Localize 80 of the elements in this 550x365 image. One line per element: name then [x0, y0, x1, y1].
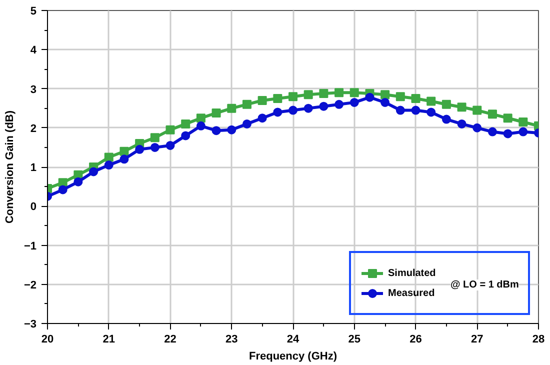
- point: [350, 88, 359, 98]
- point: [472, 106, 482, 115]
- point: [380, 90, 390, 100]
- point: [488, 127, 497, 136]
- x-tick-label: 23: [226, 334, 238, 346]
- point: [396, 106, 405, 115]
- y-tick-label: 5: [30, 6, 37, 18]
- point: [242, 100, 252, 109]
- point: [120, 154, 129, 164]
- point: [181, 131, 190, 140]
- x-tick-label: 28: [532, 334, 545, 346]
- point: [518, 118, 528, 127]
- point: [472, 123, 482, 132]
- point: [150, 133, 160, 142]
- point: [304, 90, 313, 100]
- point: [457, 102, 466, 112]
- x-tick-label: 25: [348, 334, 361, 346]
- y-tick-label: 4: [30, 44, 38, 57]
- point: [104, 152, 114, 162]
- point: [227, 104, 236, 113]
- point: [350, 98, 359, 107]
- point: [334, 88, 344, 98]
- point: [319, 88, 328, 98]
- point: [503, 129, 512, 138]
- y-tick-label: 2: [30, 122, 37, 135]
- point: [457, 119, 466, 128]
- point: [58, 185, 68, 194]
- point: [365, 92, 374, 102]
- point: [181, 119, 190, 128]
- point: [196, 114, 206, 123]
- point: [120, 146, 129, 156]
- point: [242, 119, 252, 128]
- point: [212, 108, 221, 118]
- point: [411, 94, 420, 104]
- point: [227, 125, 236, 134]
- point: [304, 104, 313, 113]
- y-axis-title: Conversion Gain (dB): [4, 110, 16, 224]
- x-axis-title: Frequency (GHz): [248, 350, 338, 362]
- point: [426, 108, 436, 117]
- point: [442, 114, 451, 124]
- point: [166, 140, 175, 150]
- point: [334, 100, 344, 109]
- point: [518, 127, 528, 136]
- point: [104, 160, 114, 170]
- x-tick-label: 26: [410, 334, 422, 346]
- x-tick-label: 20: [41, 334, 54, 346]
- x-tick-label: 24: [286, 334, 300, 346]
- point: [503, 114, 512, 123]
- point: [273, 94, 282, 104]
- point: [273, 108, 282, 117]
- point: [258, 114, 267, 123]
- point: [488, 110, 497, 119]
- point: [426, 96, 436, 106]
- point: [380, 98, 390, 107]
- point: [319, 102, 328, 111]
- x-tick-label: 22: [164, 334, 176, 346]
- y-tick-label: −2: [24, 279, 37, 292]
- point: [396, 92, 405, 102]
- x-tick-label: 27: [471, 334, 484, 346]
- point: [166, 125, 175, 134]
- y-tick-label: 0: [30, 201, 37, 214]
- point: [150, 142, 160, 152]
- y-tick-label: −1: [24, 240, 37, 252]
- legend-label: Simulated: [388, 268, 437, 278]
- point: [288, 92, 298, 102]
- y-tick-label: −3: [24, 318, 37, 330]
- legend-label: Measured: [388, 288, 435, 298]
- annotation: @ LO = 1 dBm: [450, 280, 519, 290]
- point: [135, 144, 144, 154]
- y-tick-label: 3: [30, 84, 37, 96]
- point: [196, 121, 206, 130]
- y-tick-label: 1: [30, 162, 37, 174]
- point: [288, 106, 298, 115]
- x-tick-label: 21: [102, 334, 116, 346]
- point: [442, 100, 451, 109]
- point: [411, 106, 420, 115]
- point: [258, 96, 267, 105]
- point: [74, 177, 83, 186]
- point: [89, 167, 98, 176]
- point: [212, 126, 221, 136]
